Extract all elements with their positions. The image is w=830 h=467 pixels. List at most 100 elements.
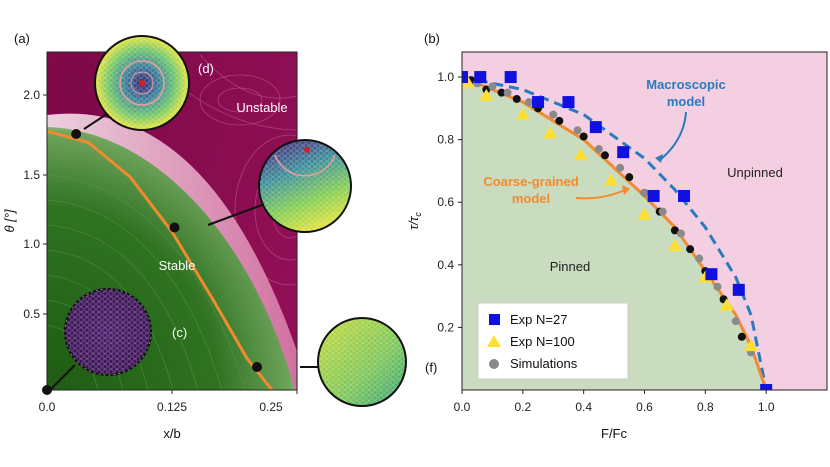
- xtick-b-label-2: 0.4: [575, 400, 592, 414]
- sim-point-2-1: [488, 82, 497, 91]
- inset-c: (c): [64, 288, 187, 376]
- sim-point-2-11: [695, 254, 704, 263]
- ytick-a-0.5: 0.5: [23, 307, 40, 321]
- panel-b-xlabel: F/Fc: [601, 426, 627, 441]
- inset-f: (f): [317, 317, 437, 407]
- ytick-b-label-2: 0.6: [437, 195, 454, 209]
- xtick-b-label-1: 0.2: [514, 400, 531, 414]
- inset-c-label: (c): [172, 325, 187, 340]
- exp27-point-4: [562, 96, 575, 109]
- panel-a-xlabel: x/b: [163, 426, 180, 441]
- legend-triangle-icon: [487, 335, 501, 347]
- coarse-label-2: model: [512, 191, 550, 206]
- xtick-a-0.125: 0.125: [157, 400, 187, 414]
- sim-point-2-13: [731, 317, 740, 326]
- unpinned-label: Unpinned: [727, 165, 783, 180]
- sim-point-3-6: [579, 132, 588, 141]
- panel-b-ylabel-main: τ/τ: [406, 215, 421, 229]
- sim-point-2-7: [616, 163, 625, 172]
- macroscopic-arrowhead: [655, 154, 663, 163]
- sim-point-3-8: [625, 173, 634, 182]
- sim-point-2-6: [594, 145, 603, 154]
- exp100-point-10: [743, 339, 758, 352]
- macroscopic-arrow: [659, 111, 687, 161]
- inset-point-3: [252, 361, 262, 372]
- exp27-point-3: [532, 96, 545, 109]
- exp27-point-0: [462, 71, 468, 84]
- panel-b-ylabel: τ/τc: [406, 212, 423, 230]
- inset-point-2: [169, 222, 180, 233]
- sim-point-3-11: [670, 226, 679, 235]
- ytick-a-1.0: 1.0: [23, 237, 40, 251]
- panel-a-xticks: 0.0 0.125 0.25: [39, 390, 298, 414]
- ytick-a-1.5: 1.5: [23, 168, 40, 182]
- xtick-a-0: 0.0: [39, 400, 56, 414]
- ytick-b-label-0: 0.2: [437, 320, 454, 334]
- stable-label: Stable: [159, 258, 196, 273]
- exp27-point-9: [705, 268, 718, 281]
- exp100-point-5: [604, 173, 619, 186]
- inset-d: (d): [94, 35, 214, 131]
- sim-point-2-10: [677, 229, 685, 238]
- sim-point-3-12: [686, 245, 695, 254]
- panel-a-label: (a): [14, 31, 30, 46]
- legend: Exp N=27 Exp N=100 Simulations: [477, 302, 629, 380]
- legend-box: [477, 302, 629, 380]
- coarse-arrowhead: [622, 185, 630, 195]
- legend-square-icon: [489, 314, 500, 325]
- exp100-point-2: [515, 107, 530, 120]
- xtick-a-0.25: 0.25: [259, 400, 283, 414]
- inset-points: [42, 128, 262, 395]
- inset-f-label: (f): [425, 360, 437, 375]
- ytick-b-label-4: 1.0: [437, 70, 454, 84]
- scatter-points: [462, 71, 773, 390]
- sim-point-3-7: [600, 151, 609, 160]
- panel-b-ticks: 0.0 0.2 0.4 0.6 0.8 1.0 0.2 0.4 0.6 0.8 1.0: [437, 70, 775, 414]
- exp27-point-8: [678, 189, 691, 202]
- exp27-point-11: [760, 384, 773, 390]
- legend-exp100: Exp N=100: [510, 334, 575, 349]
- sim-point-2-2: [503, 88, 512, 97]
- exp27-point-2: [504, 71, 517, 84]
- exp100-point-4: [573, 148, 588, 161]
- sim-point-3-5: [555, 116, 564, 125]
- inset-e: (e): [258, 139, 381, 233]
- exp100-point-7: [667, 239, 682, 252]
- unstable-label: Unstable: [236, 100, 287, 115]
- sim-point-3-2: [497, 88, 506, 97]
- sim-point-3-3: [512, 94, 521, 103]
- panel-b-ylabel-sub: c: [413, 212, 423, 217]
- exp27-point-1: [474, 71, 487, 84]
- xtick-b-label-0: 0.0: [454, 400, 471, 414]
- panel-a: (a): [2, 31, 437, 441]
- inset-d-label: (d): [198, 61, 214, 76]
- exp100-point-3: [543, 126, 558, 139]
- exp27-point-10: [732, 283, 745, 296]
- exp27-point-5: [589, 121, 602, 134]
- xtick-b-label-4: 0.8: [697, 400, 714, 414]
- panel-b: (b) 0.0 0.2 0.4 0.6 0.8 1.0 0.2 0.4 0.6 0.8 1.0 F/…: [406, 31, 828, 441]
- legend-simulations: Simulations: [510, 356, 578, 371]
- exp27-point-6: [617, 146, 630, 159]
- xtick-b-label-5: 1.0: [758, 400, 775, 414]
- exp100-point-1: [479, 88, 494, 101]
- exp27-point-7: [647, 189, 660, 202]
- exp100-point-0: [462, 76, 476, 89]
- coarse-label-1: Coarse-grained: [483, 174, 578, 189]
- sim-point-2-3: [524, 98, 533, 107]
- pinned-label: Pinned: [550, 259, 590, 274]
- sim-point-2-12: [713, 282, 722, 291]
- xtick-b-label-3: 0.6: [636, 400, 653, 414]
- macroscopic-label-2: model: [667, 94, 705, 109]
- macroscopic-label-1: Macroscopic: [646, 77, 725, 92]
- ytick-a-2.0: 2.0: [23, 88, 40, 102]
- sim-point-2-9: [658, 207, 667, 216]
- ytick-b-label-1: 0.4: [437, 258, 454, 272]
- sim-point-2-5: [573, 126, 582, 135]
- exp100-point-9: [719, 298, 734, 311]
- panel-a-ylabel: θ [°]: [2, 209, 17, 232]
- sim-point-3-15: [737, 332, 746, 341]
- ytick-b-label-3: 0.8: [437, 133, 454, 147]
- inset-e-label: (e): [365, 179, 381, 194]
